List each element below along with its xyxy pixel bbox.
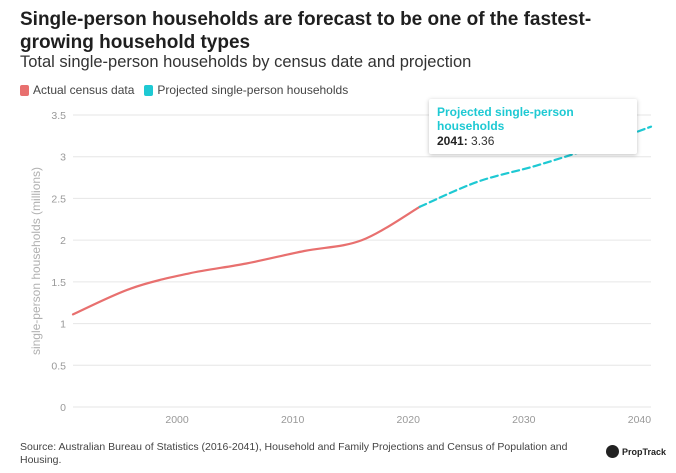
x-tick-label: 2040 bbox=[628, 414, 652, 426]
series-line-actual bbox=[71, 205, 421, 316]
y-tick-label: 3.5 bbox=[51, 110, 66, 122]
y-tick-label: 1 bbox=[60, 319, 66, 331]
chart-title: Single-person households are forecast to… bbox=[20, 9, 592, 53]
legend-swatch-actual bbox=[20, 84, 29, 96]
legend: Actual census data Projected single-pers… bbox=[20, 83, 358, 97]
tooltip-value: 3.36 bbox=[471, 134, 495, 148]
x-tick-label: 2000 bbox=[165, 414, 189, 426]
y-tick-label: 2 bbox=[60, 235, 66, 247]
legend-label-actual: Actual census data bbox=[33, 83, 135, 97]
proptrack-logo-text: PropTrack bbox=[622, 446, 667, 457]
legend-swatch-projected bbox=[144, 84, 154, 96]
y-tick-label: 0 bbox=[60, 402, 66, 414]
y-tick-label: 2.5 bbox=[51, 193, 66, 205]
legend-item-actual[interactable]: Actual census data bbox=[20, 83, 134, 97]
legend-label-projected: Projected single-person households bbox=[157, 83, 349, 97]
tooltip-title: Projected single-person households bbox=[437, 105, 574, 133]
y-axis-label: single-person households (millions) bbox=[29, 167, 43, 355]
y-tick-label: 3 bbox=[60, 152, 66, 164]
chart-subtitle: Total single-person households by census… bbox=[20, 53, 472, 71]
source-note: Source: Australian Bureau of Statistics … bbox=[20, 441, 568, 466]
y-tick-label: 1.5 bbox=[51, 277, 66, 289]
x-tick-label: 2010 bbox=[281, 414, 305, 426]
proptrack-logo-icon bbox=[606, 445, 619, 458]
proptrack-logo: PropTrack bbox=[606, 445, 666, 458]
x-tick-label: 2030 bbox=[512, 414, 536, 426]
y-tick-label: 0.5 bbox=[51, 360, 66, 372]
legend-item-projected[interactable]: Projected single-person households bbox=[144, 83, 348, 97]
x-tick-label: 2020 bbox=[397, 414, 421, 426]
tooltip-year: 2041: bbox=[437, 134, 468, 148]
tooltip-value-line: 2041: 3.36 bbox=[437, 134, 629, 148]
tooltip: Projected single-person households 2041:… bbox=[429, 99, 637, 154]
